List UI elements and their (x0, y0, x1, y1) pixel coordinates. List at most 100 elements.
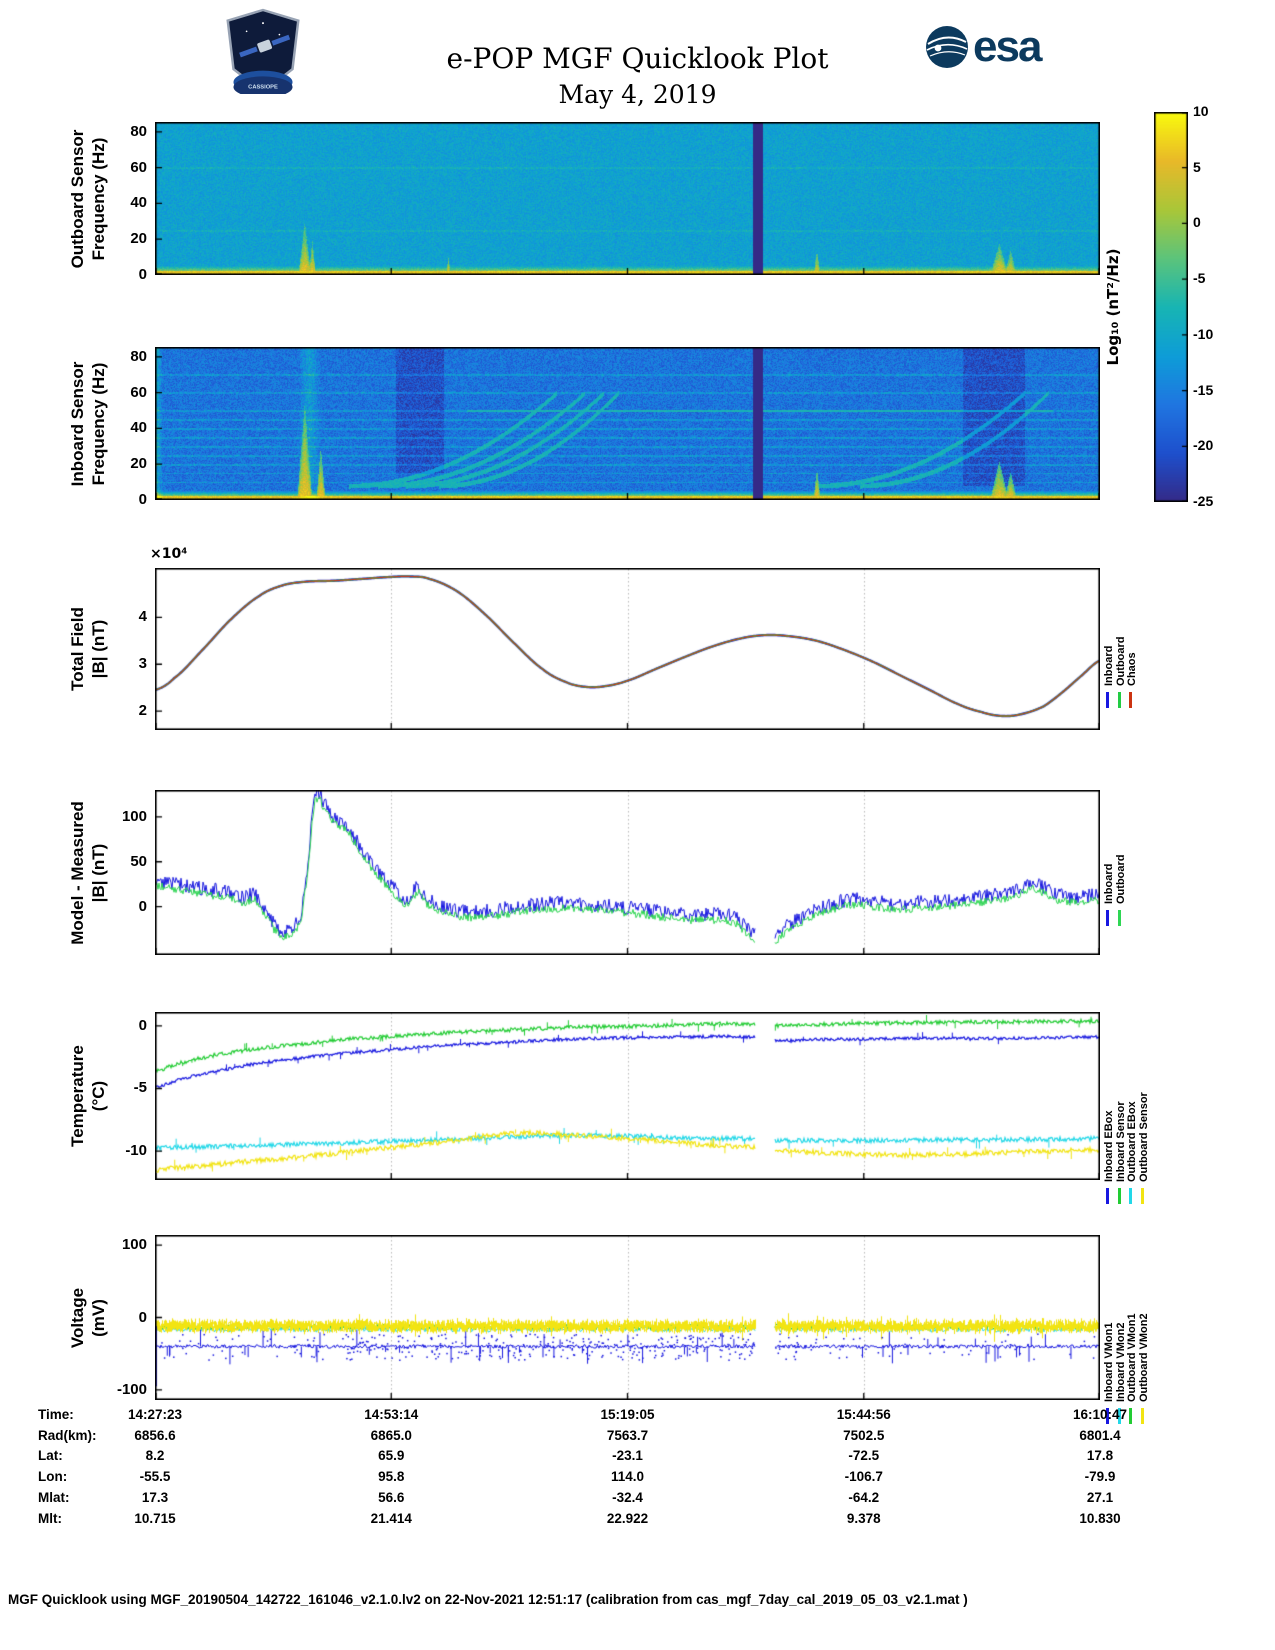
satellite-icon (239, 34, 291, 58)
page-title: e-POP MGF Quicklook Plot (446, 42, 829, 75)
outboard-spectrogram-canvas (155, 122, 1100, 275)
ephemeris-value: 95.8 (378, 1469, 405, 1485)
esa-wordmark: esa (973, 22, 1042, 71)
colorbar-tick-label: -25 (1193, 493, 1214, 509)
y-tick-label: 0 (138, 897, 147, 915)
ephemeris-value: 9.378 (846, 1510, 881, 1526)
ephemeris-value: -55.5 (139, 1469, 171, 1485)
y-tick-label: 40 (130, 194, 147, 212)
y-tick-label: 2 (138, 702, 147, 720)
legend-label: Outboard VMon1 (1126, 1313, 1138, 1402)
legend-label: Inboard (1103, 645, 1115, 686)
ephemeris-value: 6801.4 (1079, 1427, 1121, 1443)
ephemeris-value: -79.9 (1084, 1469, 1116, 1485)
legend-label: Inboard VMon1 (1103, 1322, 1115, 1402)
y-tick-label: 3 (138, 655, 147, 673)
ephemeris-value: 7502.5 (843, 1427, 885, 1443)
ephemeris-value: 15:19:05 (600, 1407, 655, 1422)
y-tick-label: -100 (116, 1380, 147, 1398)
ephemeris-value: 56.6 (378, 1489, 405, 1505)
colorbar-tick-label: -15 (1193, 381, 1214, 398)
y-tick-label: 0 (138, 1308, 147, 1326)
y-tick-label: 100 (121, 807, 147, 825)
ephemeris-value: 6865.0 (370, 1427, 412, 1443)
ephemeris-row-label: Lon: (38, 1469, 68, 1485)
y-tick-label: 60 (130, 383, 147, 401)
ephemeris-value: 10.830 (1079, 1510, 1121, 1526)
ephemeris-value: 6856.6 (134, 1427, 176, 1443)
legend-marker (1129, 692, 1132, 708)
model-measured-canvas (155, 790, 1100, 955)
plot-date: May 4, 2019 (558, 80, 717, 109)
ephemeris-value: 21.414 (370, 1510, 412, 1526)
ephemeris-value: 8.2 (145, 1448, 165, 1464)
inboard-spectrogram-canvas (155, 347, 1100, 500)
ephemeris-value: 10.715 (134, 1510, 176, 1526)
colorbar-tick-label: 10 (1193, 103, 1209, 119)
legend-label: Inboard EBox (1103, 1110, 1115, 1182)
y-tick-label: 0 (138, 266, 147, 283)
legend-marker (1129, 1188, 1132, 1204)
ephemeris-value: -32.4 (612, 1489, 643, 1505)
colorbar-canvas (1154, 112, 1188, 502)
ephemeris-row-label: Lat: (38, 1448, 63, 1464)
legend-label: Outboard (1114, 636, 1127, 687)
colorbar-tick-label: -5 (1193, 270, 1206, 287)
y-axis-label-line: Total Field (67, 607, 87, 691)
ephemeris-value: 27.1 (1086, 1489, 1114, 1505)
ephemeris-value: 7563.7 (606, 1427, 649, 1443)
ephemeris-value: 17.3 (141, 1489, 169, 1505)
legend-marker (1106, 1408, 1109, 1424)
y-tick-label: 0 (138, 491, 147, 508)
legend-marker (1140, 1408, 1144, 1424)
y-tick-label: 0 (138, 1016, 147, 1034)
mission-patch-graphic: CASSIOPE (226, 8, 300, 98)
legend-label: Chaos (1126, 652, 1138, 686)
legend-marker (1106, 1188, 1109, 1204)
legend-label: Outboard (1114, 854, 1127, 905)
mission-patch-text: CASSIOPE (248, 85, 278, 91)
legend-label: Inboard Sensor (1114, 1101, 1127, 1182)
colorbar-tick-label: 5 (1193, 158, 1201, 175)
ephemeris-value: 65.9 (378, 1448, 405, 1464)
legend-marker (1106, 910, 1109, 926)
ephemeris-value: -72.5 (848, 1448, 880, 1464)
ephemeris-value: 16:10:47 (1072, 1407, 1128, 1422)
legend-marker (1106, 692, 1109, 708)
panel-model-measured: Model - Measured |B| (nT) 0 50 100 Inboard Ou… (0, 790, 1275, 955)
legend-label: Outboard Sensor (1137, 1092, 1150, 1182)
panel-temperature: Temperature (°C) 0 -5 -10 Inboard EBox Inboar… (0, 1012, 1275, 1204)
legend-label: Outboard EBox (1126, 1101, 1138, 1182)
panel-inboard-spectrogram: Inboard Sensor Frequency (Hz) 0 20 40 60 80 (0, 347, 1275, 508)
y-tick-label: 20 (130, 230, 147, 248)
total-field-canvas (155, 568, 1100, 730)
ephemeris-value: 14:27:23 (127, 1407, 183, 1422)
panel-total-field: Total Field |B| (nT) 2 3 4 Inboard Outboard Ch… (0, 568, 1275, 730)
y-tick-label: 50 (130, 852, 147, 870)
ephemeris-row-label: Rad(km): (38, 1427, 97, 1443)
y-axis-label-line: Voltage (67, 1287, 87, 1348)
y-axis-label-line: Temperature (67, 1045, 87, 1147)
ephemeris-value: 14:53:14 (364, 1407, 419, 1422)
ephemeris-value: 17.8 (1086, 1448, 1114, 1464)
y-tick-label: 40 (130, 419, 147, 437)
legend-label: Inboard VMon2 (1114, 1322, 1127, 1402)
y-axis-label-line: Outboard Sensor (67, 129, 87, 268)
ephemeris-value: -23.1 (612, 1448, 643, 1464)
legend-label: Outboard VMon2 (1137, 1313, 1150, 1402)
y-tick-label: -5 (133, 1079, 147, 1097)
ephemeris-value: -106.7 (844, 1469, 883, 1485)
colorbar-label: Log₁₀ (nT²/Hz) (1104, 248, 1122, 366)
y-tick-label: 100 (121, 1236, 147, 1254)
ephemeris-value: 15:44:56 (836, 1407, 891, 1422)
legend-marker (1117, 910, 1121, 926)
ephemeris-row-label: Time: (38, 1407, 74, 1422)
colorbar-tick-label: -10 (1193, 325, 1214, 342)
cassiope-mission-patch: CASSIOPE (222, 8, 304, 99)
y-tick-label: 20 (130, 455, 147, 473)
y-tick-label: -10 (125, 1142, 147, 1160)
legend-marker (1117, 692, 1121, 708)
legend-marker (1129, 1408, 1132, 1424)
y-axis-label-line: Model - Measured (67, 800, 87, 945)
